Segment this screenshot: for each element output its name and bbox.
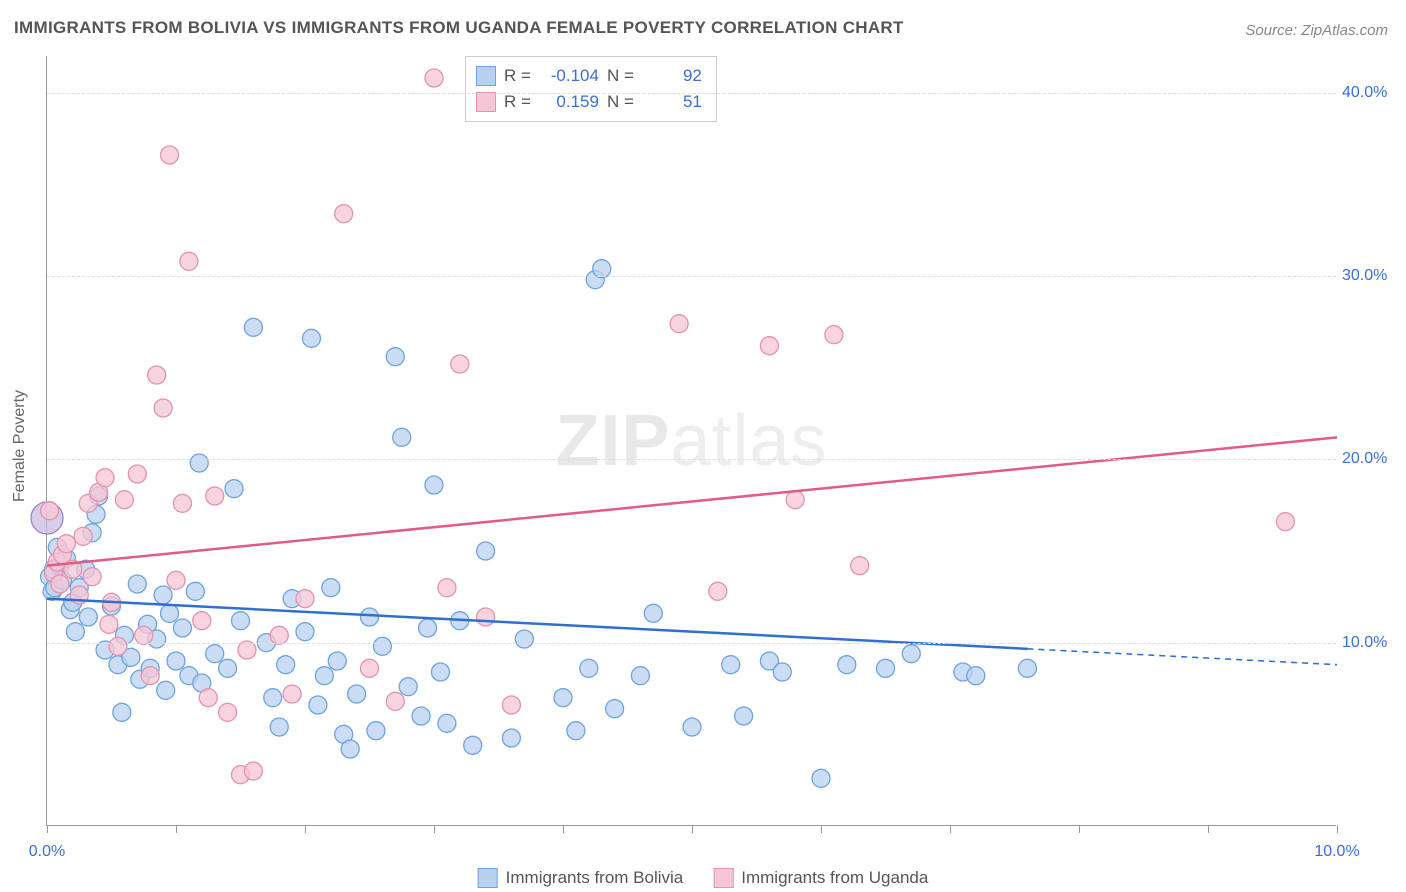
swatch-bolivia [476,66,496,86]
source-name: ZipAtlas.com [1301,22,1388,39]
n-value-bolivia: 92 [642,63,702,89]
swatch-uganda [476,92,496,112]
source-attribution: Source: ZipAtlas.com [1245,22,1388,39]
chart-container: IMMIGRANTS FROM BOLIVIA VS IMMIGRANTS FR… [0,0,1406,892]
series-legend: Immigrants from Bolivia Immigrants from … [478,868,929,888]
swatch-bolivia-icon [478,868,498,888]
legend-label-bolivia: Immigrants from Bolivia [506,868,684,888]
chart-title: IMMIGRANTS FROM BOLIVIA VS IMMIGRANTS FR… [14,18,904,38]
y-tick-label: 40.0% [1342,84,1402,102]
correlation-legend: R = -0.104 N = 92 R = 0.159 N = 51 [465,56,717,122]
n-label: N = [607,63,634,89]
y-tick-label: 20.0% [1342,450,1402,468]
source-prefix: Source: [1245,22,1301,39]
y-tick-label: 10.0% [1342,634,1402,652]
y-tick-label: 30.0% [1342,267,1402,285]
chart-svg [47,56,1336,825]
x-tick-label: 0.0% [29,843,65,861]
x-tick-label: 10.0% [1314,843,1359,861]
swatch-uganda-icon [713,868,733,888]
legend-item-uganda: Immigrants from Uganda [713,868,928,888]
legend-item-bolivia: Immigrants from Bolivia [478,868,684,888]
r-label: R = [504,63,531,89]
legend-label-uganda: Immigrants from Uganda [741,868,928,888]
r-value-bolivia: -0.104 [539,63,599,89]
legend-row-bolivia: R = -0.104 N = 92 [476,63,702,89]
y-axis-label: Female Poverty [11,390,29,502]
plot-area: ZIPatlas R = -0.104 N = 92 R = 0.159 N =… [46,56,1336,826]
